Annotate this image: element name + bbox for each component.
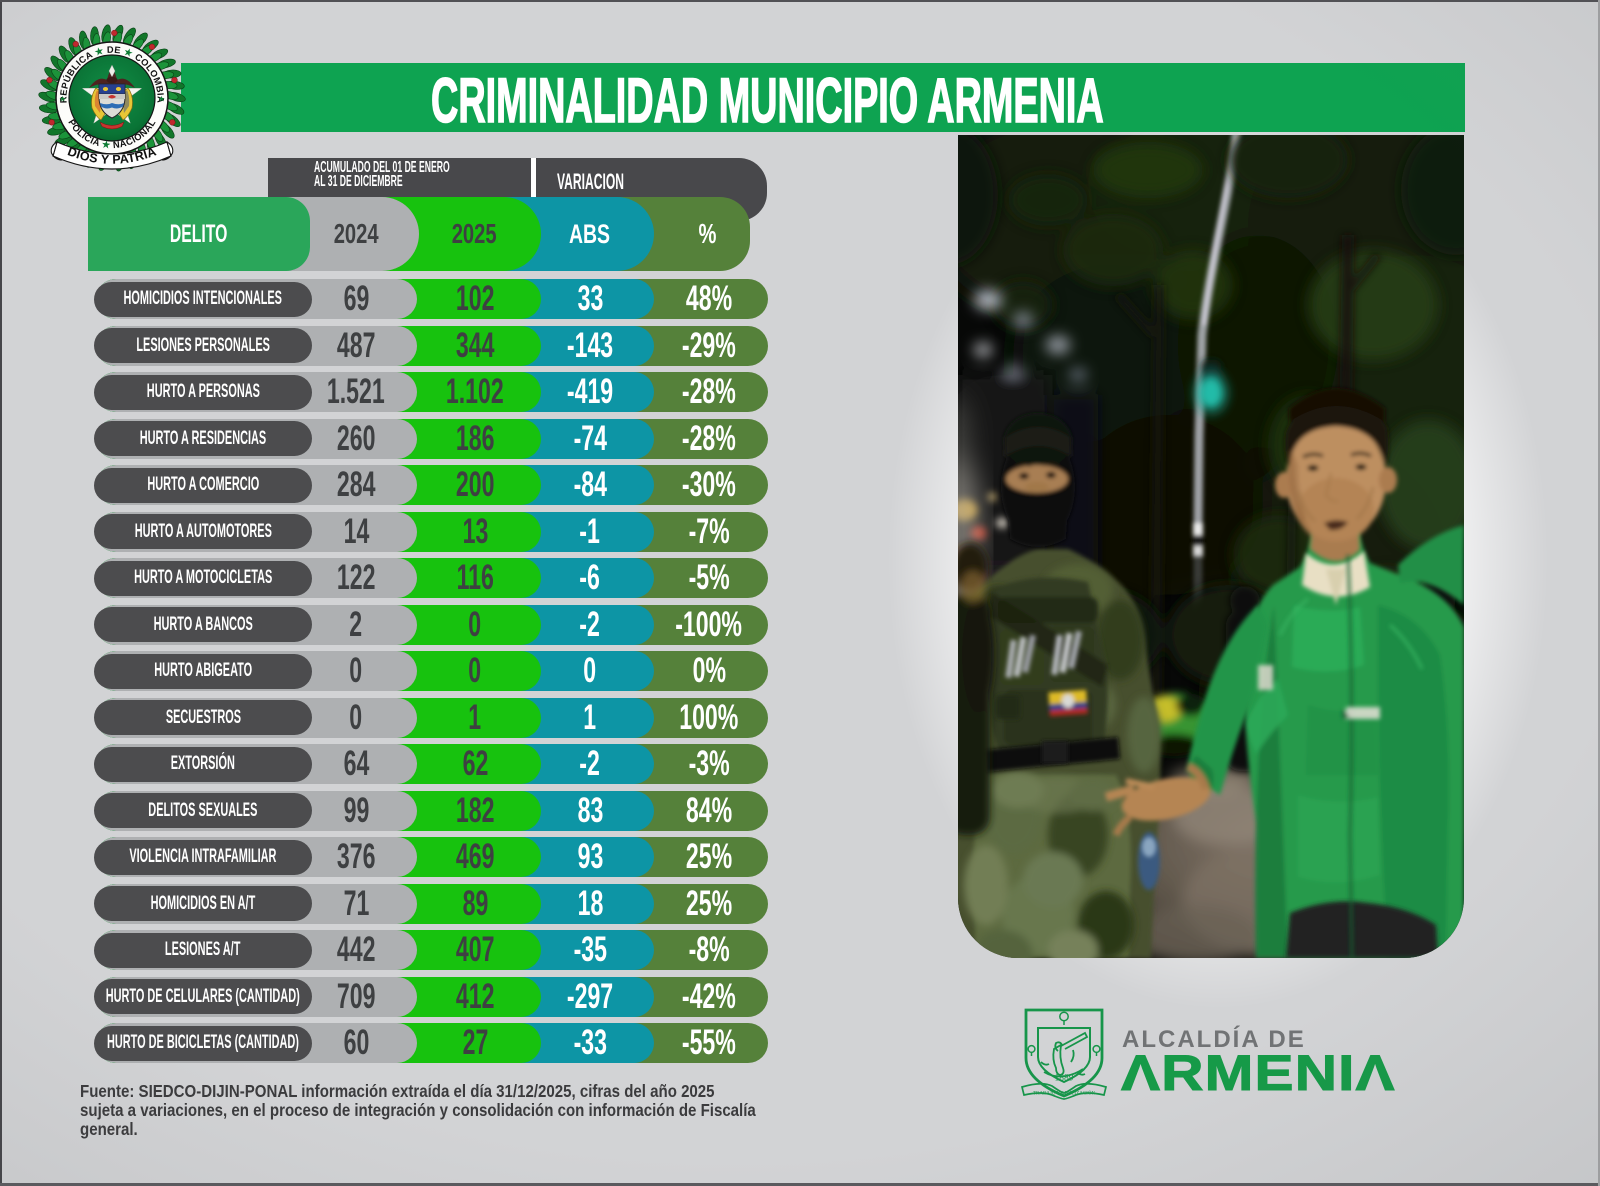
svg-text:TRABAJO Y CIVILIZACIÓN: TRABAJO Y CIVILIZACIÓN bbox=[1033, 1091, 1096, 1097]
svg-text:1889: 1889 bbox=[1055, 1074, 1074, 1084]
svg-text:★: ★ bbox=[158, 95, 165, 104]
svg-text:★: ★ bbox=[59, 95, 66, 104]
